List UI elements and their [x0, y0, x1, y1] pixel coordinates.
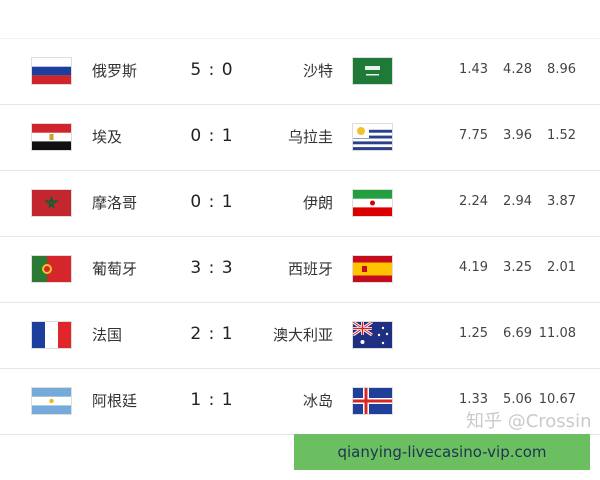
watermark: 知乎 @Crossin — [466, 411, 592, 432]
match-row[interactable]: 埃及 0 : 1 乌拉圭 7.75 3.96 1.52 — [0, 104, 600, 171]
egypt-flag-icon — [32, 124, 71, 150]
argentina-flag-icon — [32, 388, 71, 414]
home-team: 俄罗斯 — [92, 62, 138, 80]
away-team: 乌拉圭 — [287, 128, 333, 146]
morocco-flag-icon — [32, 190, 71, 216]
odds-draw: 5.06 — [503, 392, 532, 407]
odds-away-win: 1.52 — [547, 128, 576, 143]
away-team: 西班牙 — [287, 260, 333, 278]
home-team: 法国 — [92, 326, 123, 344]
score: 1 : 1 — [190, 390, 234, 410]
russia-flag-icon — [32, 58, 71, 84]
url-banner[interactable]: qianying-livecasino-vip.com — [294, 434, 590, 470]
score: 5 : 0 — [190, 60, 234, 80]
odds-home-win: 1.25 — [459, 326, 488, 341]
france-flag-icon — [32, 322, 71, 348]
score: 0 : 1 — [190, 192, 234, 212]
odds-draw: 2.94 — [503, 194, 532, 209]
odds-away-win: 10.67 — [538, 392, 576, 407]
odds-away-win: 8.96 — [547, 62, 576, 77]
away-team: 沙特 — [302, 62, 333, 80]
odds-draw: 3.25 — [503, 260, 532, 275]
odds-draw: 6.69 — [503, 326, 532, 341]
odds-away-win: 11.08 — [538, 326, 576, 341]
odds-away-win: 3.87 — [547, 194, 576, 209]
match-row[interactable]: 法国 2 : 1 澳大利亚 1.25 6.69 11.08 — [0, 302, 600, 369]
match-row[interactable]: 俄罗斯 5 : 0 沙特 1.43 4.28 8.96 — [0, 38, 600, 105]
home-team: 埃及 — [92, 128, 123, 146]
score: 0 : 1 — [190, 126, 234, 146]
iceland-flag-icon — [353, 388, 392, 414]
odds-home-win: 4.19 — [459, 260, 488, 275]
iran-flag-icon — [353, 190, 392, 216]
uruguay-flag-icon — [353, 124, 392, 150]
saudi-arabia-flag-icon — [353, 58, 392, 84]
home-team: 葡萄牙 — [92, 260, 138, 278]
match-row[interactable]: 摩洛哥 0 : 1 伊朗 2.24 2.94 3.87 — [0, 170, 600, 237]
odds-home-win: 1.43 — [459, 62, 488, 77]
score: 2 : 1 — [190, 324, 234, 344]
home-team: 摩洛哥 — [92, 194, 138, 212]
home-team: 阿根廷 — [92, 392, 138, 410]
away-team: 伊朗 — [302, 194, 333, 212]
portugal-flag-icon — [32, 256, 71, 282]
odds-home-win: 2.24 — [459, 194, 488, 209]
score: 3 : 3 — [190, 258, 234, 278]
odds-away-win: 2.01 — [547, 260, 576, 275]
odds-home-win: 7.75 — [459, 128, 488, 143]
odds-draw: 3.96 — [503, 128, 532, 143]
match-row[interactable]: 葡萄牙 3 : 3 西班牙 4.19 3.25 2.01 — [0, 236, 600, 303]
odds-draw: 4.28 — [503, 62, 532, 77]
australia-flag-icon — [353, 322, 392, 348]
odds-home-win: 1.33 — [459, 392, 488, 407]
away-team: 冰岛 — [302, 392, 333, 410]
top-divider — [0, 38, 600, 39]
away-team: 澳大利亚 — [272, 326, 333, 344]
spain-flag-icon — [353, 256, 392, 282]
